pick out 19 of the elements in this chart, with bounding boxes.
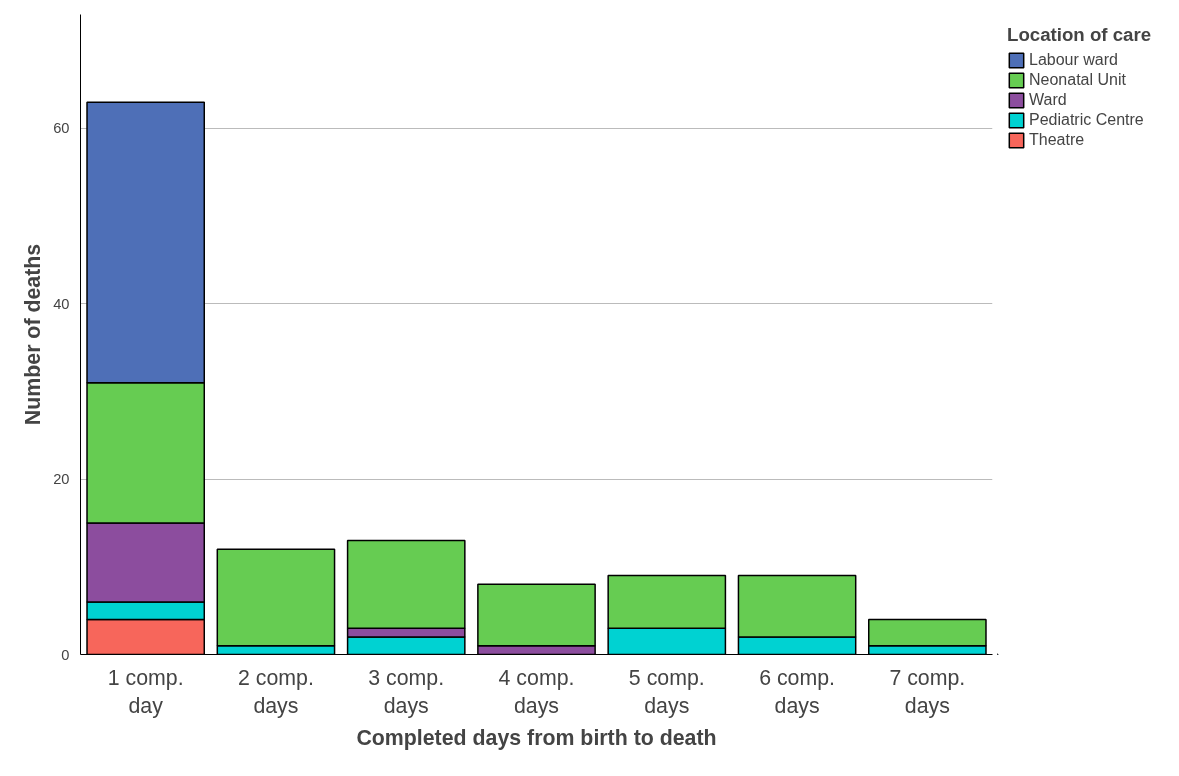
x-tick-label: 3 comp. days [368,665,445,719]
x-tick-label: 1 comp. day [107,665,184,719]
legend-label: Ward [1029,91,1067,109]
x-tick-label: 6 comp. days [759,665,836,719]
x-tick-label: 4 comp. days [498,665,575,719]
y-tick-label: 0 [61,646,70,663]
y-tick-label: 60 [53,120,70,137]
x-tick-label: 7 comp. days [889,665,966,719]
y-axis-title: Number of deaths [21,243,46,426]
legend-label: Neonatal Unit [1029,71,1126,89]
legend-label: Theatre [1029,131,1085,149]
x-tick-label: 5 comp. days [628,665,705,719]
x-axis-title: Completed days from birth to death [356,726,717,751]
x-tick-label: 2 comp. days [238,665,314,719]
legend-label: Labour ward [1029,51,1118,69]
y-tick-label: 20 [53,471,70,488]
legend-label: Pediatric Centre [1029,111,1144,129]
legend-title: Location of care [1007,24,1152,46]
y-tick-label: 40 [53,295,70,312]
